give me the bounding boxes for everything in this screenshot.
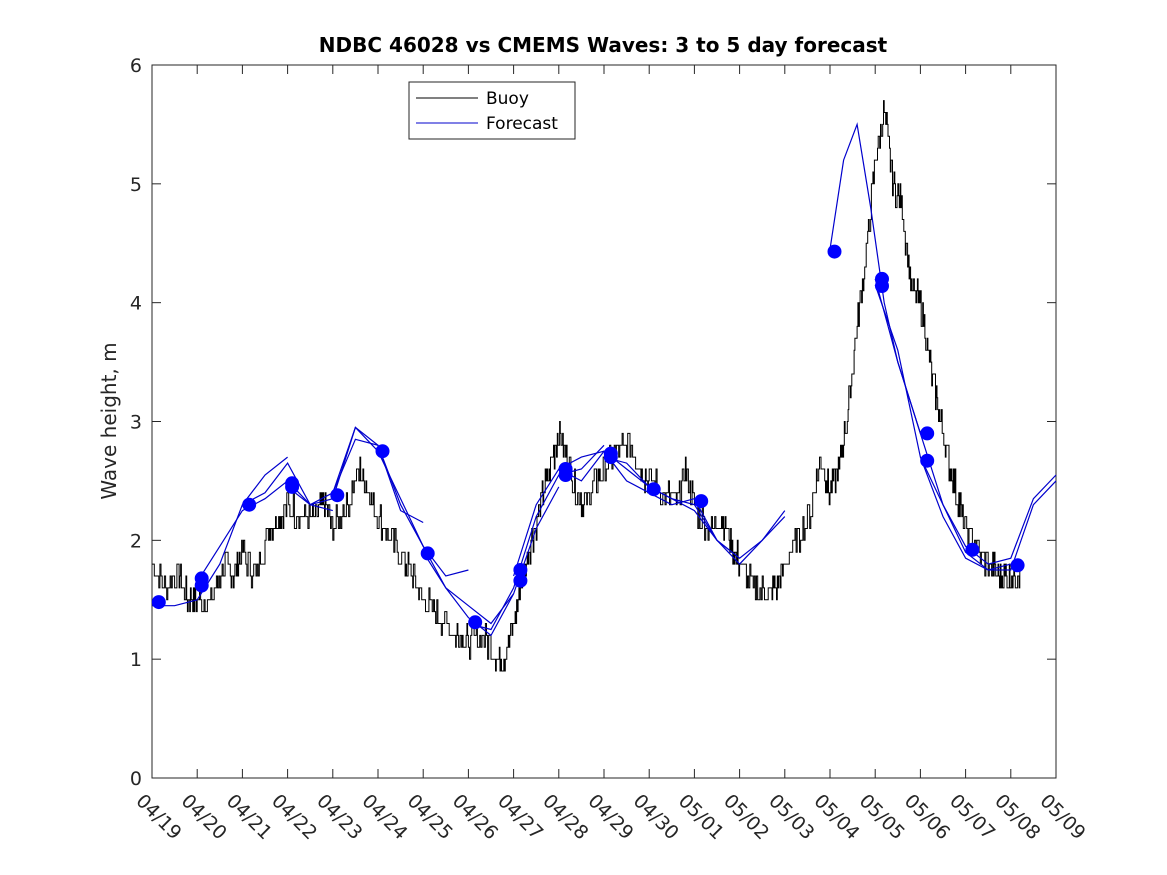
forecast-marker-21 (875, 279, 889, 293)
y-tick-label: 0 (130, 768, 142, 790)
forecast-series-group (152, 122, 1057, 637)
y-tick-label: 2 (130, 530, 142, 552)
y-tick-label: 1 (130, 649, 142, 671)
forecast-marker-23 (920, 453, 935, 468)
y-tick-label: 6 (130, 55, 142, 77)
y-axis-label: Wave height, m (97, 342, 121, 499)
forecast-line-10 (558, 450, 695, 506)
forecast-marker-1 (151, 595, 166, 610)
forecast-marker-18 (694, 494, 709, 509)
forecast-marker-group (151, 244, 1025, 630)
forecast-marker-6 (285, 479, 300, 494)
legend-buoy-label: Buoy (486, 89, 529, 109)
legend: Buoy Forecast (408, 81, 576, 140)
forecast-line-9 (513, 450, 650, 577)
legend-box (408, 81, 576, 140)
forecast-line-13 (693, 498, 786, 565)
forecast-marker-25 (1010, 558, 1025, 573)
forecast-marker-12 (513, 573, 528, 588)
y-tick-label: 4 (130, 293, 142, 315)
forecast-marker-14 (558, 468, 573, 482)
forecast-line-5 (332, 426, 469, 577)
forecast-marker-9 (420, 546, 435, 561)
y-tick-label: 5 (130, 174, 142, 196)
axes-box (151, 64, 1057, 779)
forecast-marker-8 (375, 444, 390, 459)
forecast-marker-16 (603, 450, 618, 465)
forecast-line-7 (422, 486, 560, 637)
legend-forecast-label: Forecast (486, 114, 558, 134)
forecast-marker-22 (920, 426, 935, 441)
y-tick-label: 3 (130, 412, 142, 434)
forecast-marker-19 (827, 244, 842, 259)
forecast-line-17 (919, 456, 1057, 565)
chart-title: NDBC 46028 vs CMEMS Waves: 3 to 5 day fo… (319, 33, 888, 57)
forecast-line-8 (468, 444, 605, 631)
forecast-line-16 (874, 284, 1057, 571)
forecast-marker-4 (242, 497, 257, 512)
forecast-marker-3 (194, 578, 209, 593)
forecast-line-4 (287, 438, 424, 524)
forecast-marker-17 (646, 482, 661, 497)
y-axis-ticks: 0 1 2 3 4 5 6 (130, 55, 1056, 790)
forecast-line-1 (152, 456, 288, 607)
forecast-marker-10 (468, 615, 483, 630)
forecast-marker-7 (330, 488, 345, 503)
forecast-marker-24 (965, 542, 980, 557)
